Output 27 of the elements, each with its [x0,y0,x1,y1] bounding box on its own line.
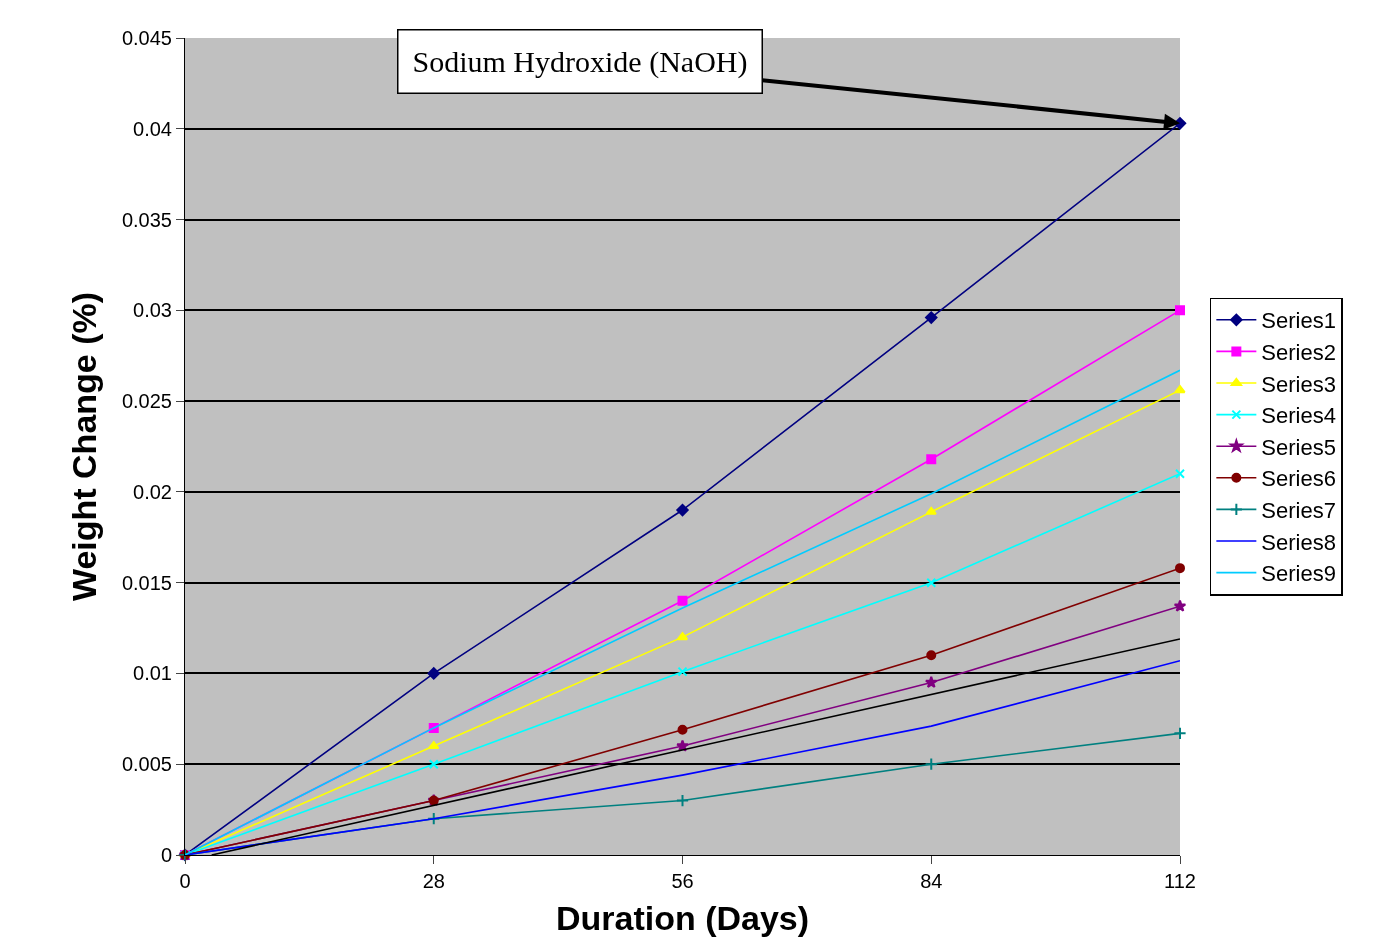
legend-label: Series6 [1261,466,1336,492]
x-tick-label: 28 [422,870,445,892]
y-tick-label: 0 [160,844,172,866]
y-tick-label: 0.025 [121,390,172,413]
x-tick-label: 0 [179,870,191,892]
legend-label: Series3 [1261,371,1336,397]
y-tick-label: 0.035 [121,208,172,231]
legend-label: Series2 [1261,339,1336,365]
x-tick-label: 112 [1164,870,1196,892]
legend-label: Series9 [1261,561,1336,587]
y-tick-label: 0.03 [133,299,172,322]
y-tick-label: 0.045 [121,27,172,49]
x-axis-title: Duration (Days) [555,899,810,938]
legend-label: Series1 [1261,308,1336,334]
y-tick-label: 0.01 [133,662,172,685]
y-axis-title: Weight Change (%) [64,291,103,602]
legend-label: Series8 [1261,529,1336,555]
y-tick-label: 0.02 [133,480,172,503]
x-tick-label: 84 [920,870,943,892]
annotation: Sodium Hydroxide (NaOH) [412,44,748,79]
y-tick-label: 0.015 [121,571,172,594]
legend-label: Series4 [1261,403,1336,429]
legend-label: Series5 [1261,434,1336,460]
legend-label: Series7 [1261,497,1336,523]
x-tick-label: 56 [671,870,694,892]
y-tick-label: 0.04 [133,117,172,140]
y-tick-label: 0.005 [121,753,172,776]
